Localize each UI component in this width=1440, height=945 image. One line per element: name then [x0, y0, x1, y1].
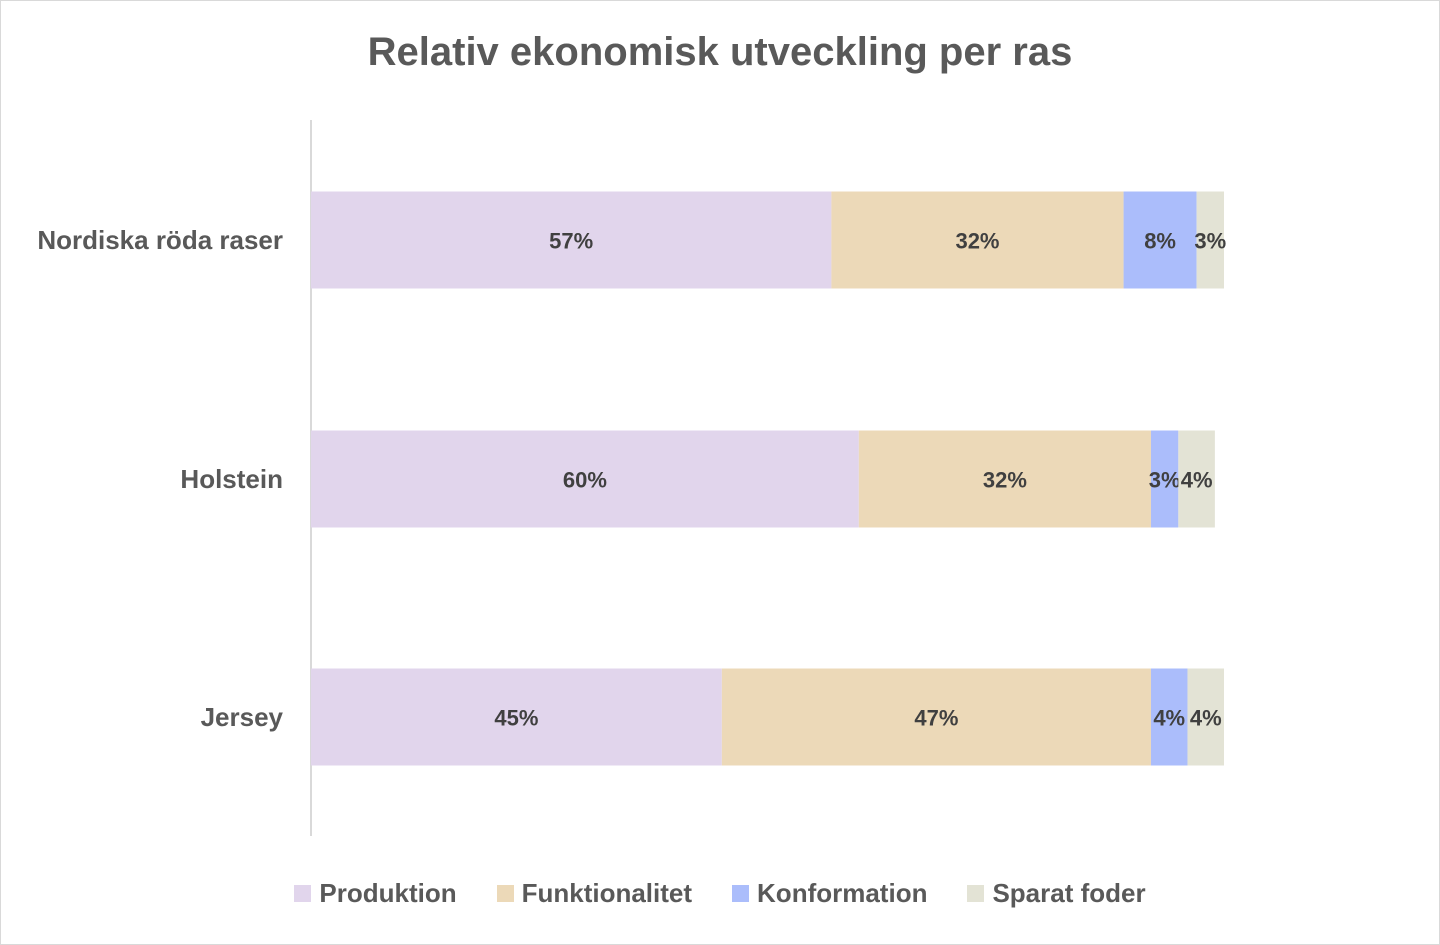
- data-label: 4%: [1153, 706, 1185, 731]
- legend-item: Produktion: [294, 878, 457, 909]
- bar-segment: [1123, 191, 1197, 289]
- data-label: 4%: [1190, 706, 1222, 731]
- legend-label: Funktionalitet: [521, 878, 693, 908]
- legend-swatch: [294, 885, 312, 902]
- data-label: 45%: [494, 706, 538, 731]
- category-label: Nordiska röda raser: [37, 225, 283, 255]
- bar-segment: [1196, 191, 1224, 289]
- data-label: 4%: [1181, 468, 1213, 493]
- legend-item: Konformation: [732, 878, 927, 909]
- data-label: 8%: [1144, 229, 1176, 254]
- chart-legend: Produktion Funktionalitet Konformation Spar…: [0, 878, 1440, 909]
- data-label: 57%: [549, 229, 593, 254]
- data-label: 60%: [563, 468, 607, 493]
- bar-segment: [311, 668, 722, 766]
- bar-segment: [831, 191, 1124, 289]
- data-label: 32%: [983, 468, 1027, 493]
- bar-segment: [1178, 430, 1215, 528]
- bar-segment: [1150, 430, 1179, 528]
- legend-item: Sparat foder: [967, 878, 1146, 909]
- legend-swatch: [967, 885, 985, 902]
- legend-item: Funktionalitet: [496, 878, 693, 909]
- category-label: Jersey: [201, 702, 284, 732]
- data-label: 3%: [1194, 229, 1226, 254]
- bar-segment: [1187, 668, 1224, 766]
- chart-title: Relativ ekonomisk utveckling per ras: [367, 30, 1073, 74]
- data-label: 32%: [955, 229, 999, 254]
- bar-segment: [858, 430, 1151, 528]
- data-label: 3%: [1149, 468, 1181, 493]
- legend-label: Produktion: [319, 878, 457, 908]
- legend-swatch: [496, 885, 514, 902]
- bar-segment: [311, 430, 859, 528]
- category-label: Holstein: [180, 464, 283, 494]
- legend-label: Konformation: [757, 878, 928, 908]
- bar-segment: [1150, 668, 1188, 766]
- data-label: 47%: [914, 706, 958, 731]
- bar-segment: [311, 191, 832, 289]
- legend-swatch: [732, 885, 750, 902]
- legend-label: Sparat foder: [992, 878, 1146, 908]
- bar-segment: [721, 668, 1151, 766]
